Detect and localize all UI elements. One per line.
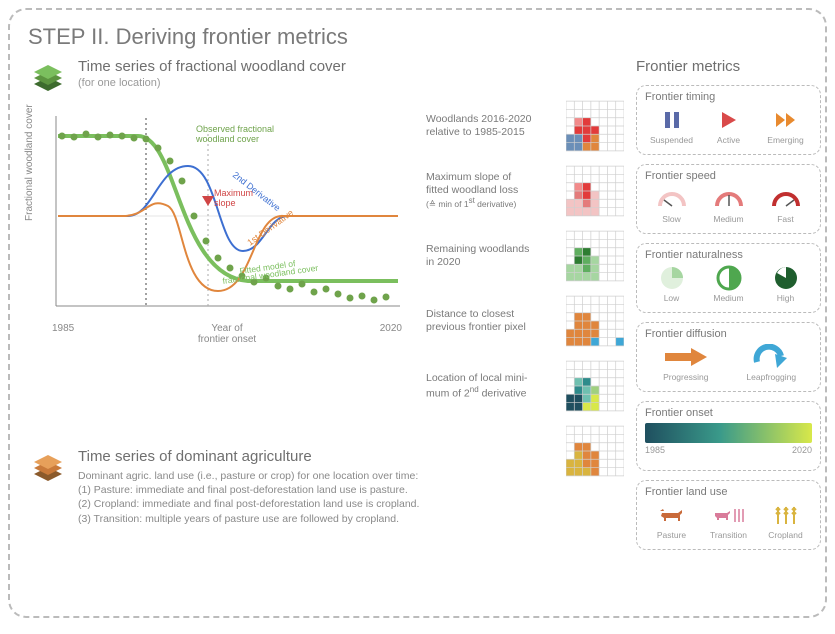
page-title: STEP II. Deriving frontier metrics [28, 24, 807, 50]
pie-low-icon [645, 265, 698, 291]
diagram-frame: STEP II. Deriving frontier metrics Time … [8, 8, 827, 618]
mini-grid-speed [566, 165, 624, 217]
metric-text-speed: Maximum slope offitted woodland loss(≙ m… [426, 171, 558, 211]
gradient-bar [645, 423, 812, 443]
mini-grid-timing [566, 100, 624, 152]
mini-grid-naturalness [566, 230, 624, 282]
metric-descriptions: Woodlands 2016-2020relative to 1985-2015… [426, 100, 631, 490]
agri-heading: Time series of dominant agriculture [78, 448, 419, 465]
x-end: 2020 [380, 323, 402, 345]
card-speed-title: Frontier speed [645, 170, 812, 182]
label-observed: Observed fractional [196, 124, 274, 134]
metric-text-diffusion: Distance to closestprevious frontier pix… [426, 308, 558, 333]
agriculture-block: Time series of dominant agriculture Domi… [28, 448, 468, 526]
timeseries-sub: (for one location) [78, 77, 346, 89]
timeseries-heading: Time series of fractional woodland cover [78, 58, 346, 75]
pause-icon [645, 107, 698, 133]
metric-text-naturalness: Remaining woodlandsin 2020 [426, 243, 558, 268]
card-onset: Frontier onset 19852020 [636, 401, 821, 471]
pie-medium-icon [702, 265, 755, 291]
metric-cards: Frontier metrics Frontier timing Suspend… [636, 58, 821, 559]
card-onset-title: Frontier onset [645, 407, 812, 419]
mini-grid-onset [566, 360, 624, 412]
cow-icon [645, 502, 698, 528]
metrics-header: Frontier metrics [636, 58, 821, 75]
svg-text:slope: slope [214, 198, 236, 208]
mini-grid-landuse [566, 425, 624, 477]
pie-high-icon [759, 265, 812, 291]
card-landuse: Frontier land use Pasture Transition Cro… [636, 480, 821, 550]
card-speed: Frontier speed Slow Medium Fast [636, 164, 821, 234]
chart-xaxis: 1985 Year offrontier onset 2020 [28, 321, 408, 345]
chart-ylabel: Fractional woodland cover [24, 104, 35, 221]
label-d1: 1st Derivative [245, 207, 295, 247]
agri-text: Dominant agric. land use (i.e., pasture … [78, 469, 419, 526]
card-timing: Frontier timing Suspended Active Emergin… [636, 85, 821, 155]
card-naturalness-title: Frontier naturalness [645, 249, 812, 261]
gauge-fast-icon [759, 186, 812, 212]
woodland-chart: Fractional woodland cover [28, 106, 408, 336]
arrow-right-icon [645, 344, 727, 370]
metric-text-timing: Woodlands 2016-2020relative to 1985-2015 [426, 113, 558, 138]
svg-text:woodland cover: woodland cover [195, 134, 259, 144]
mini-grid-diffusion [566, 295, 624, 347]
card-timing-title: Frontier timing [645, 91, 812, 103]
metric-text-onset: Location of local mini-mum of 2nd deriva… [426, 372, 558, 400]
card-diffusion-title: Frontier diffusion [645, 328, 812, 340]
timeseries-block: Time series of fractional woodland cover… [28, 58, 418, 336]
cow-wheat-icon [702, 502, 755, 528]
layers-icon-green [28, 58, 68, 98]
gauge-slow-icon [645, 186, 698, 212]
fast-forward-icon [759, 107, 812, 133]
play-icon [702, 107, 755, 133]
x-onset: Year offrontier onset [198, 323, 256, 345]
layers-icon-orange [28, 448, 68, 488]
arrow-curve-icon [731, 344, 813, 370]
gauge-medium-icon [702, 186, 755, 212]
wheat-icon [759, 502, 812, 528]
card-naturalness: Frontier naturalness Low Medium High [636, 243, 821, 313]
x-start: 1985 [52, 323, 74, 345]
card-diffusion: Frontier diffusion Progressing Leapfrogg… [636, 322, 821, 392]
card-landuse-title: Frontier land use [645, 486, 812, 498]
